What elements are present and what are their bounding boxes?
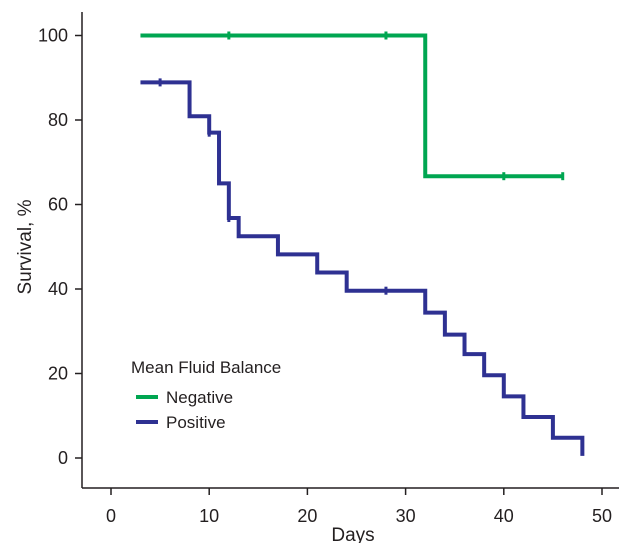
x-tick-label: 20 xyxy=(297,506,317,526)
x-tick-label: 0 xyxy=(106,506,116,526)
x-tick-label: 50 xyxy=(592,506,612,526)
censor-marks xyxy=(158,31,565,295)
y-axis-label: Survival, % xyxy=(15,199,36,294)
x-ticks: 0 10 20 30 40 50 xyxy=(106,488,612,526)
curve-negative xyxy=(140,33,563,179)
y-tick-label: 0 xyxy=(58,448,68,468)
x-tick-label: 30 xyxy=(396,506,416,526)
legend: Mean Fluid Balance Negative Positive xyxy=(131,358,281,432)
x-tick-label: 10 xyxy=(199,506,219,526)
y-tick-label: 80 xyxy=(48,110,68,130)
survival-curves xyxy=(140,33,585,456)
axes xyxy=(81,12,619,489)
legend-title: Mean Fluid Balance xyxy=(131,358,281,377)
y-ticks: 0 20 40 60 80 100 xyxy=(38,26,82,468)
x-tick-label: 40 xyxy=(494,506,514,526)
curve-positive xyxy=(140,80,585,456)
x-axis-label: Days xyxy=(331,525,374,543)
legend-label-negative: Negative xyxy=(166,388,233,407)
legend-label-positive: Positive xyxy=(166,413,226,432)
y-tick-label: 60 xyxy=(48,195,68,215)
y-tick-label: 40 xyxy=(48,279,68,299)
y-tick-label: 20 xyxy=(48,364,68,384)
y-tick-label: 100 xyxy=(38,26,68,46)
